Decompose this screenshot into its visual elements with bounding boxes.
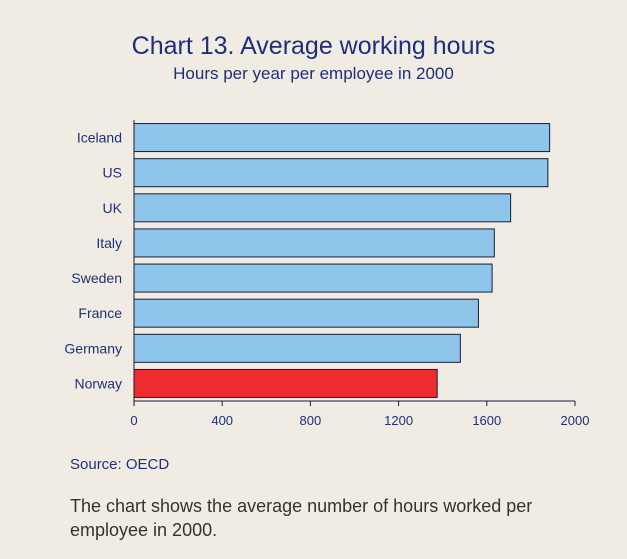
bar-chart: Iceland US UK Italy Sweden France Germany Norwa… <box>64 120 590 428</box>
category-label: Germany <box>64 340 122 356</box>
category-label: UK <box>103 200 123 216</box>
bar-germany <box>133 333 461 363</box>
chart-caption: The chart shows the average number of ho… <box>70 496 533 540</box>
category-label: Italy <box>96 235 122 251</box>
x-tick-label: 800 <box>300 413 322 428</box>
category-label: Iceland <box>77 130 122 146</box>
category-label: Norway <box>75 375 122 391</box>
category-label: France <box>78 305 122 321</box>
x-tick-label: 1200 <box>384 413 413 428</box>
bar-norway <box>133 368 438 398</box>
chart-title: Chart 13. Average working hours <box>131 32 496 60</box>
chart-subtitle: Hours per year per employee in 2000 <box>173 64 454 83</box>
source-note: Source: OECD <box>70 456 170 473</box>
x-tick-label: 2000 <box>561 413 590 428</box>
bar-uk <box>133 193 512 223</box>
bar-iceland <box>133 123 551 153</box>
x-tick-label: 1600 <box>472 413 501 428</box>
x-tick-label: 400 <box>211 413 233 428</box>
bar-italy <box>133 228 495 258</box>
bar-us <box>133 158 549 188</box>
bar-sweden <box>133 263 493 293</box>
category-label: Sweden <box>71 270 122 286</box>
category-label: US <box>103 165 122 181</box>
x-tick-label: 0 <box>130 413 137 428</box>
bar-france <box>133 298 479 328</box>
